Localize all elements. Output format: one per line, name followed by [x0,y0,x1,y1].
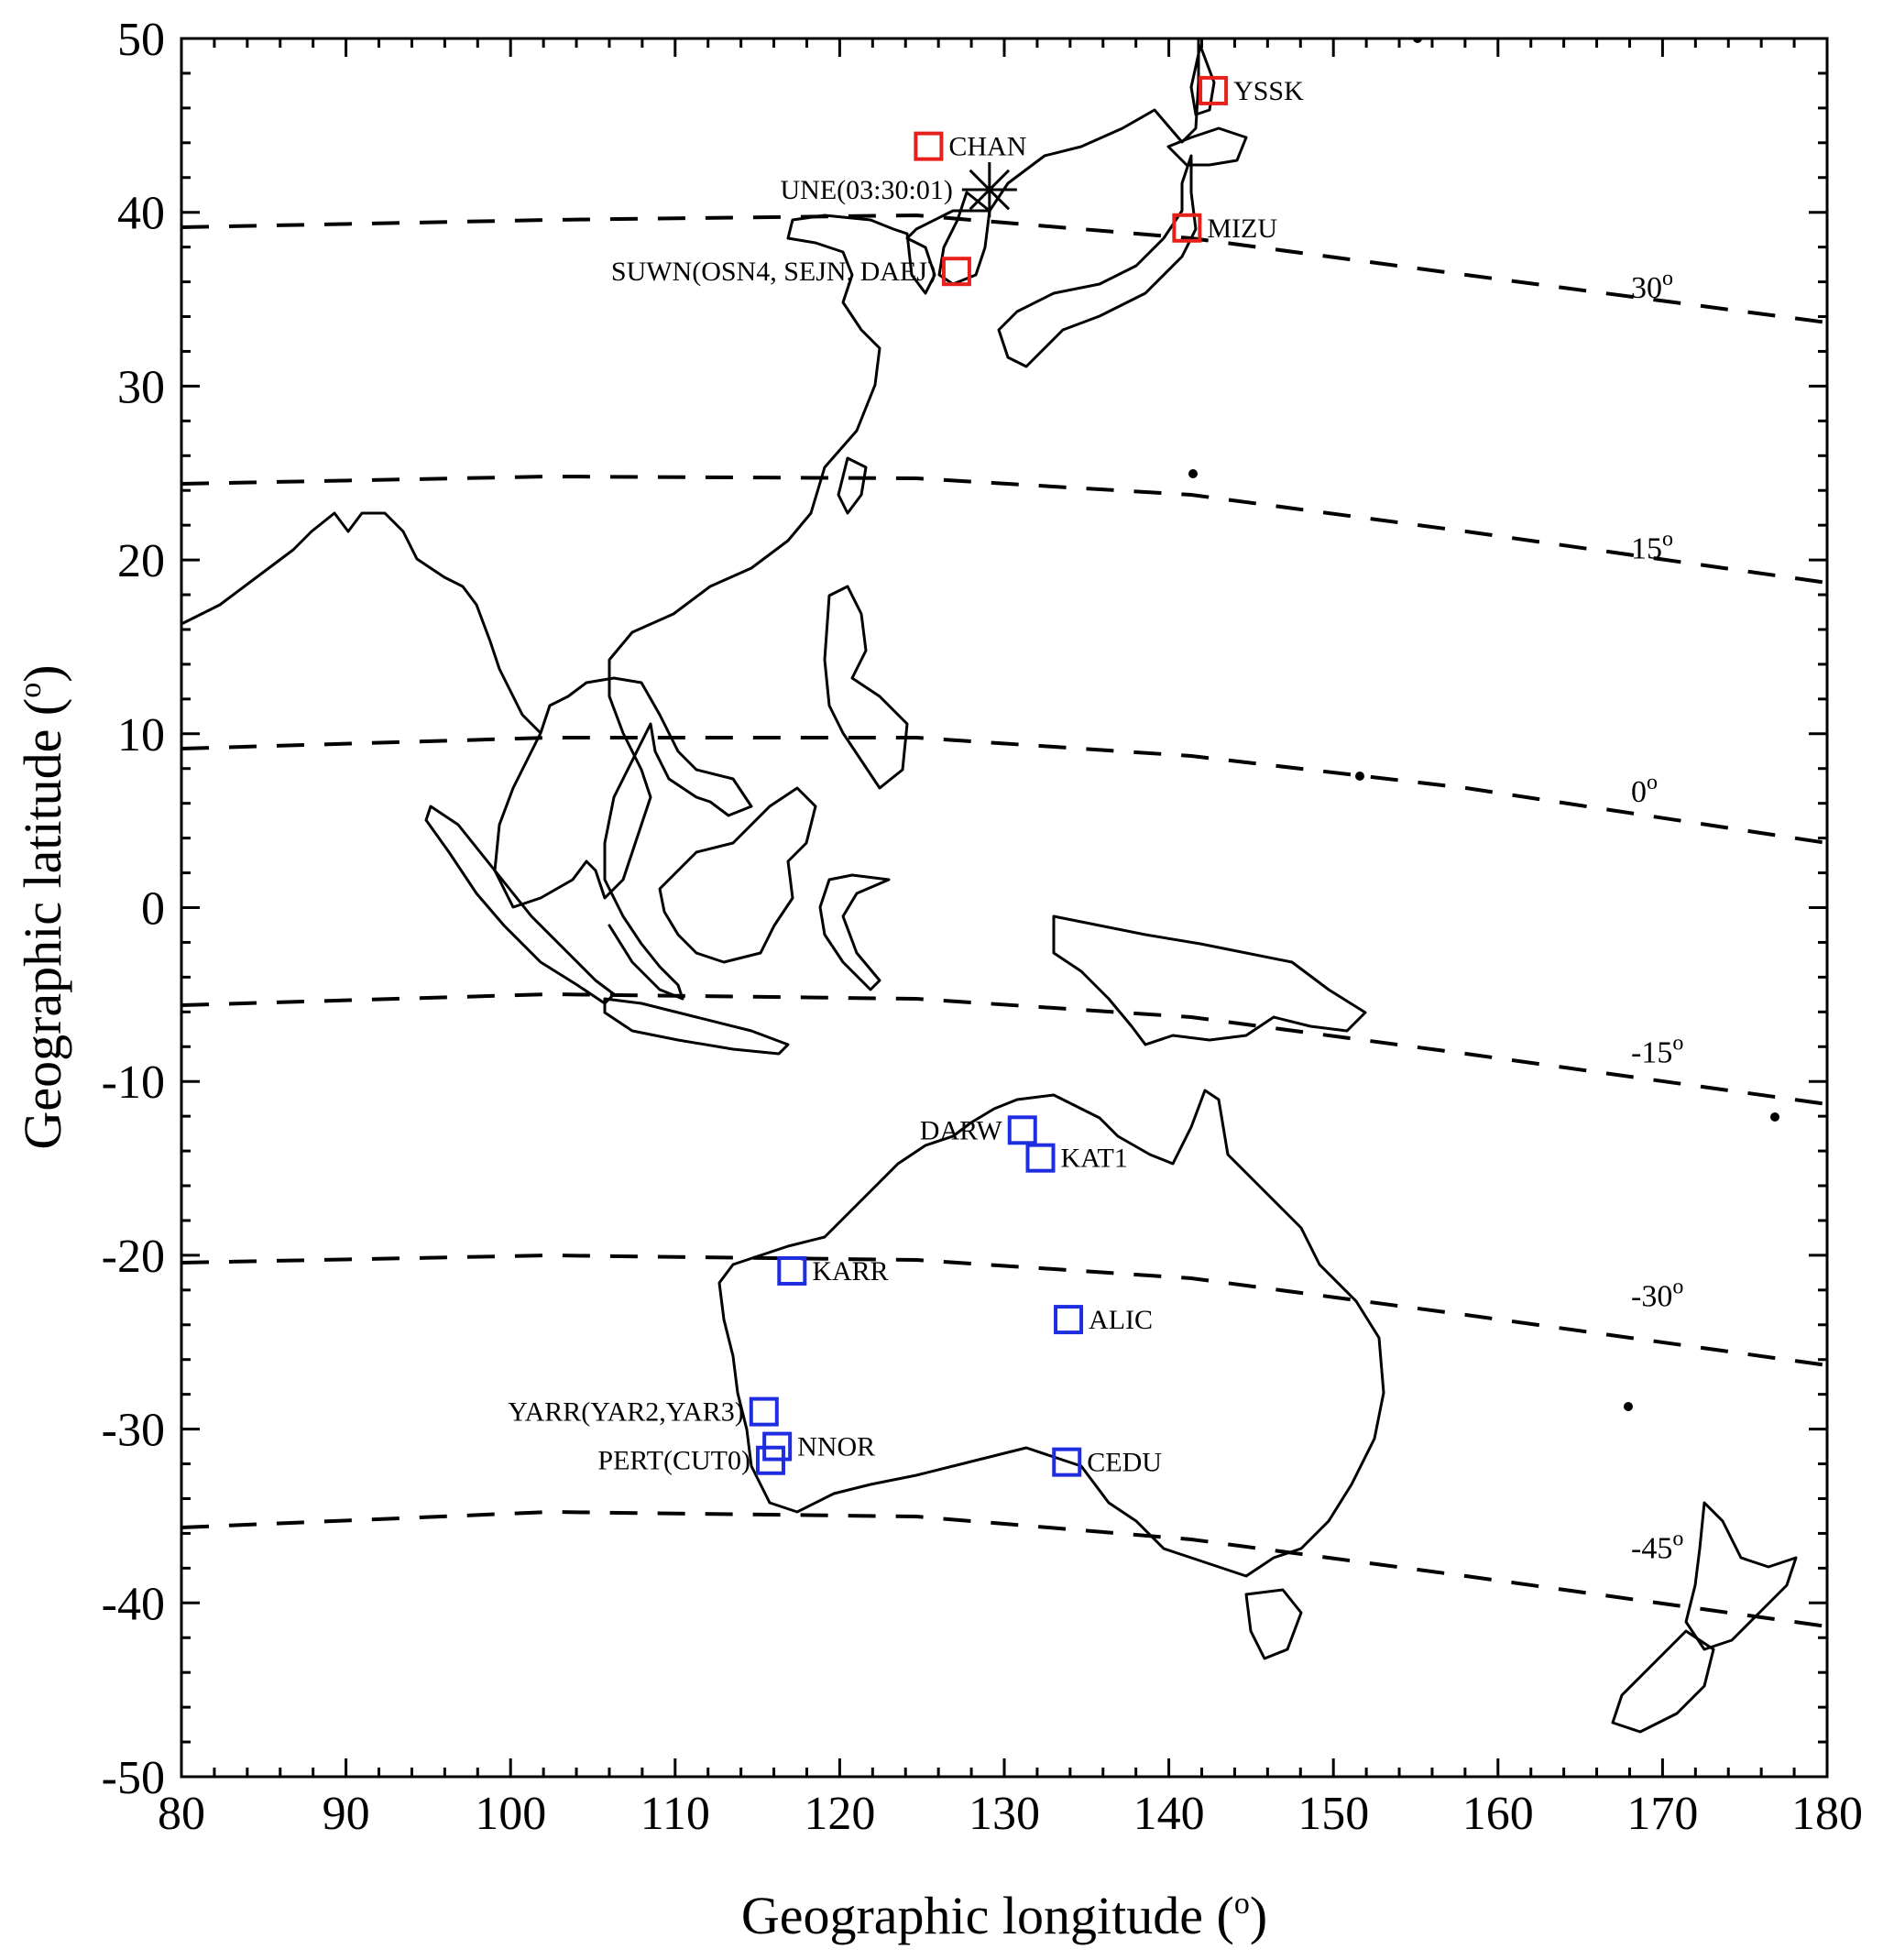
station-label: PERT(CUT0) [597,1446,750,1476]
y-tick-label: 30 [117,361,165,413]
korea-coastline [937,191,991,286]
y-tick-label: 50 [117,14,165,66]
station-label: SUWN(OSN4, SEJN, DAEJ) [611,257,936,287]
station-label: MIZU [1207,214,1277,244]
station-square-icon [1199,75,1229,105]
station-square-icon [1007,1115,1037,1145]
station-square-icon [777,1255,807,1286]
australia-coastline [717,1089,1385,1578]
taiwan-coastline [837,456,868,515]
station-label: ALIC [1089,1305,1153,1335]
y-tick-label: -20 [102,1231,165,1283]
station-label: KARR [812,1256,888,1287]
x-tick-label: 150 [1297,1788,1369,1840]
tasmania-coastline [1244,1588,1303,1660]
new-guinea-coastline [1052,914,1367,1046]
coastlines [181,38,1798,1734]
x-axis-title: Geographic longitude (o) [741,1886,1267,1945]
station-markers: YSSK CHAN MIZU SUWN(OSN4, SEJN, DAEJ) DARW KA… [508,75,1304,1478]
y-axis-title: Geographic latitude (o) [13,664,72,1149]
dip-line-minus30 [181,1253,1827,1367]
station-label: DARW [920,1115,1003,1145]
borneo-coastline [658,786,817,964]
station-square-icon [1172,213,1202,243]
y-tick-label: -40 [102,1578,165,1630]
x-tick-label: 120 [804,1788,875,1840]
x-tick-label: 180 [1791,1788,1863,1840]
station-label: YARR(YAR2,YAR3) [508,1397,744,1428]
sulawesi-coastline [818,873,891,991]
x-tick-label: 140 [1133,1788,1205,1840]
dip-latitude-label: 30o [1631,267,1673,305]
station-label: YSSK [1233,76,1304,106]
x-tick-label: 100 [475,1788,546,1840]
island-dot [1624,1402,1633,1411]
x-tick-label: 170 [1626,1788,1698,1840]
station-square-icon [1054,1305,1084,1335]
dip-latitude-label: 0o [1631,771,1658,809]
x-tick-label: 130 [969,1788,1040,1840]
new-zealand-south-coastline [1611,1629,1715,1734]
y-tick-label: -50 [102,1752,165,1804]
new-zealand-coastline [1684,1501,1798,1651]
asterisk-icon [969,169,1011,211]
dip-latitude-label: -15o [1631,1032,1683,1070]
dip-latitude-label: -30o [1631,1275,1683,1313]
y-tick-label: 0 [141,883,165,936]
dip-line-30 [181,213,1827,324]
epicenter-label: UNE(03:30:01) [781,175,953,205]
indochina-coastline [539,676,753,1001]
station-square-icon [941,257,971,287]
station-square-icon [749,1396,779,1427]
station-label: CHAN [948,132,1026,162]
y-tick-label: -10 [102,1057,165,1109]
island-dot [1188,469,1198,478]
hokkaido-coastline [1166,126,1248,167]
java-coastline [603,997,790,1056]
philippines-coastline [823,585,909,790]
x-tick-label: 90 [323,1788,370,1840]
japan-coastline [997,154,1198,368]
x-axis-tick-labels: 80 90 100 110 120 130 140 150 160 170 180 [158,1788,1863,1840]
island-dot [1770,1112,1779,1122]
axis-ticks [180,37,1829,1779]
dip-line-minus45 [181,1509,1827,1628]
dip-latitude-label: 15o [1631,528,1673,566]
dip-line-0 [181,736,1827,845]
dip-line-15 [181,474,1827,585]
y-tick-label: 20 [117,535,165,587]
station-square-icon [755,1445,785,1475]
x-tick-label: 160 [1462,1788,1534,1840]
dip-latitude-label: -45o [1631,1527,1683,1565]
x-tick-label: 80 [158,1788,205,1840]
dip-line-minus15 [181,991,1827,1106]
asia-coastline [181,38,1200,909]
epicenter-marker: UNE(03:30:01) [781,162,1017,218]
island-dot [1355,772,1364,781]
x-tick-label: 110 [640,1788,710,1840]
station-square-icon [1025,1143,1056,1173]
y-tick-label: -30 [102,1405,165,1457]
dip-latitude-labels: 30o 15o 0o -15o -30o -45o [1631,267,1683,1565]
y-tick-label: 40 [117,188,165,240]
station-label: NNOR [797,1432,875,1462]
station-square-icon [1052,1447,1082,1477]
station-label: CEDU [1087,1448,1162,1478]
station-label: KAT1 [1061,1144,1128,1174]
station-square-icon [914,131,944,161]
dip-latitude-lines [181,213,1827,1628]
y-tick-label: 10 [117,709,165,761]
y-axis-tick-labels: 50 40 30 20 10 0 -10 -20 -30 -40 -50 [102,14,165,1804]
